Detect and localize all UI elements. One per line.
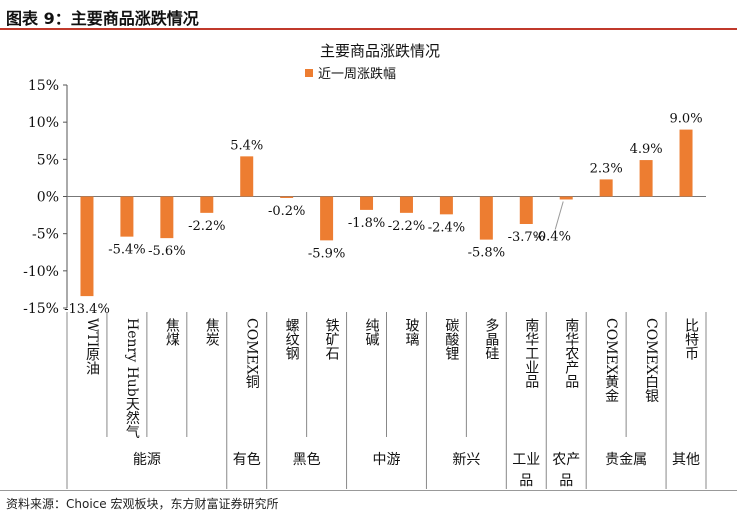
group-label: 黑色 (293, 451, 321, 468)
chart-title: 主要商品涨跌情况 (320, 42, 440, 60)
data-label: -0.4% (534, 230, 571, 245)
data-label: -13.4% (64, 302, 110, 317)
category-label: 南华工业品 (523, 318, 539, 388)
bar (639, 160, 653, 197)
category-label: COMEX白银 (643, 318, 659, 403)
header-rule (0, 28, 737, 30)
group-label: 工业品 (512, 452, 540, 489)
bar (200, 196, 214, 213)
category-label: 比特币 (683, 318, 699, 360)
category-label: 焦炭 (204, 318, 220, 346)
category-label: 碳酸锂 (443, 318, 459, 361)
y-tick-label: -15% (23, 301, 59, 317)
bar (679, 129, 693, 197)
data-label: -2.2% (188, 219, 225, 234)
bar (559, 196, 573, 200)
bar (120, 196, 134, 237)
data-label: 9.0% (670, 112, 703, 127)
plot-area: -15%-10%-5%0%5%10%15%-13.4%-5.4% -5.6%-2.… (23, 78, 707, 489)
bar (399, 196, 413, 213)
bar (240, 156, 254, 197)
data-label: -2.2% (388, 219, 425, 234)
data-label: -5.4% (108, 243, 145, 258)
bar (320, 196, 334, 241)
data-label: -5.9% (308, 246, 345, 261)
data-label: 2.3% (590, 161, 623, 176)
bar (360, 196, 374, 210)
bar (599, 179, 613, 197)
figure-header: 图表 9：主要商品涨跌情况 (0, 0, 737, 34)
y-tick-label: -10% (23, 264, 59, 280)
group-label: 中游 (373, 452, 401, 468)
figure-label: 图表 9：主要商品涨跌情况 (6, 9, 199, 28)
category-label: COMEX铜 (244, 318, 260, 390)
category-label: 玻璃 (403, 318, 419, 346)
y-tick-label: 0% (37, 190, 59, 206)
y-tick-label: 10% (28, 115, 59, 131)
category-label: WTI原油 (84, 318, 100, 376)
category-label: 焦煤 (164, 318, 180, 346)
category-label: Henry Hub天然气 (124, 318, 140, 439)
data-label: -5.6% (148, 244, 185, 259)
bar (80, 196, 94, 297)
category-label: 多晶硅 (483, 317, 499, 360)
bar (280, 196, 294, 198)
data-label: -0.2% (268, 204, 305, 219)
data-label: 5.4% (230, 138, 263, 153)
group-label: 有色 (233, 451, 261, 468)
bar (160, 196, 174, 239)
footer-rule (0, 490, 737, 491)
bar (439, 196, 453, 215)
data-label: -5.8% (468, 246, 505, 261)
legend: 近一周涨跌幅 (305, 66, 396, 82)
category-label: COMEX黄金 (603, 318, 619, 403)
group-label: 能源 (133, 452, 161, 468)
group-label: 新兴 (452, 452, 480, 468)
group-label: 贵金属 (605, 452, 647, 468)
group-label: 其他 (672, 452, 700, 468)
y-tick-label: 15% (28, 78, 59, 94)
data-label: -2.4% (428, 220, 465, 235)
legend-label: 近一周涨跌幅 (318, 66, 396, 82)
bar-chart: 主要商品涨跌情况 近一周涨跌幅 -15% -10% -5% 0% 5% 10% 15% -13… (23, 42, 707, 489)
group-label: 农产品 (552, 452, 580, 489)
data-label: -3.7% (508, 230, 545, 245)
category-label: 南华农产品 (563, 318, 579, 388)
category-label: 螺纹钢 (284, 318, 300, 361)
bar (519, 196, 533, 225)
legend-swatch (305, 69, 313, 77)
data-label: -1.8% (348, 216, 385, 231)
y-tick-label: 5% (37, 152, 59, 168)
category-label: 铁矿石 (324, 318, 340, 360)
data-label: 4.9% (630, 142, 663, 157)
category-label: 纯碱 (364, 318, 380, 346)
bar (479, 196, 493, 240)
data-label-leader (554, 201, 564, 230)
source-note: 资料来源：Choice 宏观板块，东方财富证券研究所 (6, 497, 279, 511)
y-tick-label: -5% (32, 227, 59, 243)
